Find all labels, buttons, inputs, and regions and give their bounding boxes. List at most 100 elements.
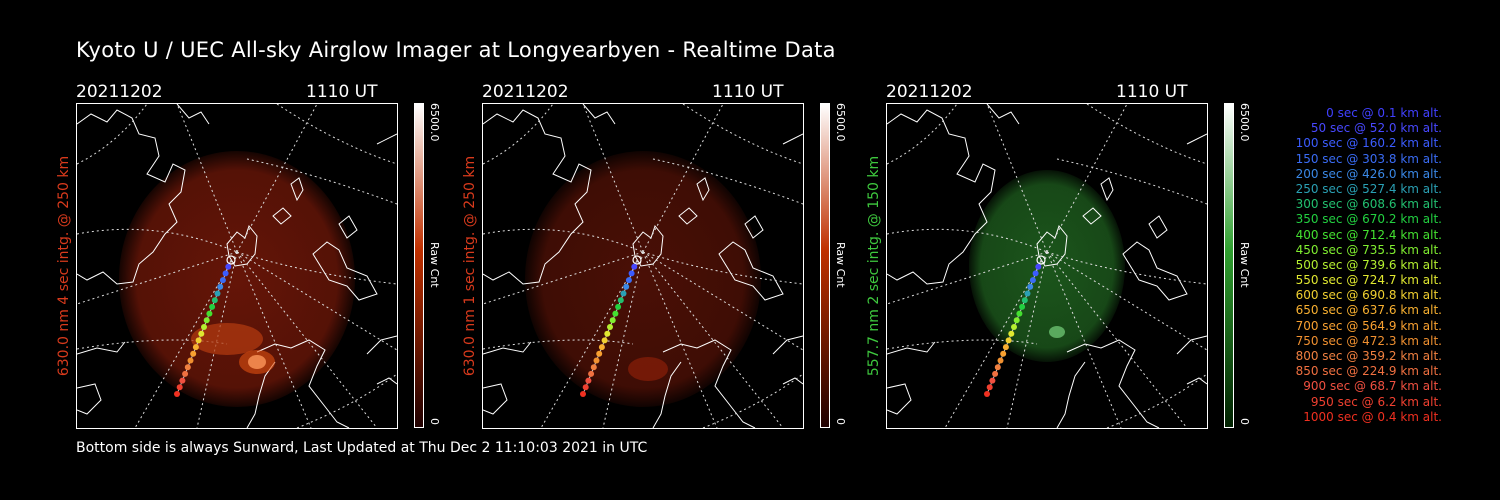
trajectory-point: [601, 337, 608, 344]
trajectory-point: [203, 317, 210, 324]
legend-entry: 1000 sec @ 0.4 km alt.: [1303, 409, 1442, 424]
colorbar-max-label: 6500.0: [1238, 103, 1251, 142]
trajectory-point: [617, 297, 624, 304]
colorbar-min-label: 0: [1238, 418, 1251, 425]
trajectory-point: [1005, 337, 1012, 344]
trajectory-point: [625, 277, 632, 284]
airglow-disk: [525, 151, 761, 407]
trajectory-point: [219, 277, 226, 284]
trajectory-point: [176, 384, 183, 391]
panel-date: 20211202: [482, 82, 569, 102]
map-graphic: [483, 104, 803, 428]
trajectory-point: [1021, 297, 1028, 304]
legend-entry: 0 sec @ 0.1 km alt.: [1326, 106, 1442, 120]
trajectory-point: [1024, 290, 1031, 297]
trajectory-point: [192, 344, 199, 351]
trajectory-point: [222, 270, 229, 277]
trajectory-point: [628, 270, 635, 277]
trajectory-point: [986, 384, 993, 391]
trajectory-point: [596, 350, 603, 357]
colorbar: [414, 103, 424, 428]
trajectory-point: [604, 330, 611, 337]
panel-side-label: 630.0 nm 1 sec intg. @ 250 km: [462, 155, 478, 377]
trajectory-point: [187, 357, 194, 364]
panel-date: 20211202: [76, 82, 163, 102]
panel-time: 1110 UT: [306, 82, 378, 102]
trajectory-point: [184, 364, 191, 371]
trajectory-point: [615, 303, 622, 310]
trajectory-point: [1008, 330, 1015, 337]
trajectory-point: [1027, 283, 1034, 290]
trajectory-point: [598, 344, 605, 351]
trajectory-point: [211, 297, 218, 304]
legend-entry: 900 sec @ 68.7 km alt.: [1303, 379, 1442, 394]
coastline: [887, 104, 1207, 428]
page-title: Kyoto U / UEC All-sky Airglow Imager at …: [76, 38, 836, 62]
trajectory-point: [206, 310, 213, 317]
trajectory-point: [590, 364, 597, 371]
legend-entry: 750 sec @ 472.3 km alt.: [1295, 333, 1442, 348]
legend-entry: 350 sec @ 670.2 km alt.: [1295, 212, 1442, 227]
legend-entry: 200 sec @ 426.0 km alt.: [1295, 166, 1442, 181]
trajectory-point: [198, 330, 205, 337]
trajectory-point: [582, 384, 589, 391]
legend-entry: 100 sec @ 160.2 km alt.: [1295, 136, 1442, 151]
trajectory-legend: 0 sec @ 0.1 km alt. 50 sec @ 52.0 km alt.…: [1262, 106, 1442, 425]
aurora-patch: [191, 323, 263, 355]
panel-side-label: 557.7 nm 2 sec intg. @ 150 km: [866, 155, 882, 377]
trajectory-point: [201, 324, 207, 330]
panel-date: 20211202: [886, 82, 973, 102]
trajectory-point: [623, 283, 630, 290]
colorbar-unit-label: Raw Cnt: [428, 242, 441, 288]
colorbar-unit-label: Raw Cnt: [1238, 242, 1251, 288]
airglow-disk: [119, 151, 355, 407]
legend-entry: 50 sec @ 52.0 km alt.: [1310, 121, 1442, 136]
legend-entry: 400 sec @ 712.4 km alt.: [1295, 227, 1442, 242]
trajectory-point: [580, 391, 586, 397]
trajectory-point: [1019, 303, 1026, 310]
legend-entry: 600 sec @ 690.8 km alt.: [1295, 288, 1442, 303]
trajectory-point: [174, 391, 180, 397]
trajectory-point: [214, 290, 221, 297]
colorbar-unit-label: Raw Cnt: [834, 242, 847, 288]
coastline: [77, 104, 397, 428]
legend-entry: 500 sec @ 739.6 km alt.: [1295, 257, 1442, 272]
trajectory-point: [225, 263, 232, 270]
trajectory-point: [588, 370, 595, 377]
trajectory-point: [631, 263, 638, 270]
trajectory-point: [179, 377, 186, 384]
legend-entry: 950 sec @ 6.2 km alt.: [1310, 394, 1442, 409]
trajectory-point: [1000, 350, 1007, 357]
trajectory-point: [607, 324, 613, 330]
graticule: [887, 104, 1207, 428]
legend-entry: 700 sec @ 564.9 km alt.: [1295, 318, 1442, 333]
legend-entry: 300 sec @ 608.6 km alt.: [1295, 197, 1442, 212]
colorbar-min-label: 0: [834, 418, 847, 425]
trajectory-point: [190, 350, 197, 357]
trajectory-point: [1011, 324, 1017, 330]
aurora-patch: [239, 350, 275, 374]
trajectory-point: [1002, 344, 1009, 351]
trajectory-point: [195, 337, 202, 344]
panel-time: 1110 UT: [1116, 82, 1188, 102]
aurora-patch: [628, 357, 668, 381]
trajectory-point: [992, 370, 999, 377]
legend-entry: 550 sec @ 724.7 km alt.: [1295, 273, 1442, 288]
graticule: [483, 104, 803, 428]
panel-side-label: 630.0 nm 4 sec intg. @ 250 km: [56, 155, 72, 377]
trajectory-point: [984, 391, 990, 397]
trajectory-point: [593, 357, 600, 364]
legend-entry: 150 sec @ 303.8 km alt.: [1295, 151, 1442, 166]
trajectory-point: [612, 310, 619, 317]
trajectory-point: [620, 290, 627, 297]
trajectory-point: [1035, 263, 1042, 270]
trajectory-point: [217, 283, 224, 290]
colorbar-max-label: 6500.0: [428, 103, 441, 142]
footer-note: Bottom side is always Sunward, Last Upda…: [76, 440, 648, 456]
allsky-map: [76, 103, 398, 429]
trajectory-point: [997, 357, 1004, 364]
legend-entry: 650 sec @ 637.6 km alt.: [1295, 303, 1442, 318]
trajectory-point: [989, 377, 996, 384]
legend-entry: 250 sec @ 527.4 km alt.: [1295, 181, 1442, 196]
colorbar: [1224, 103, 1234, 428]
